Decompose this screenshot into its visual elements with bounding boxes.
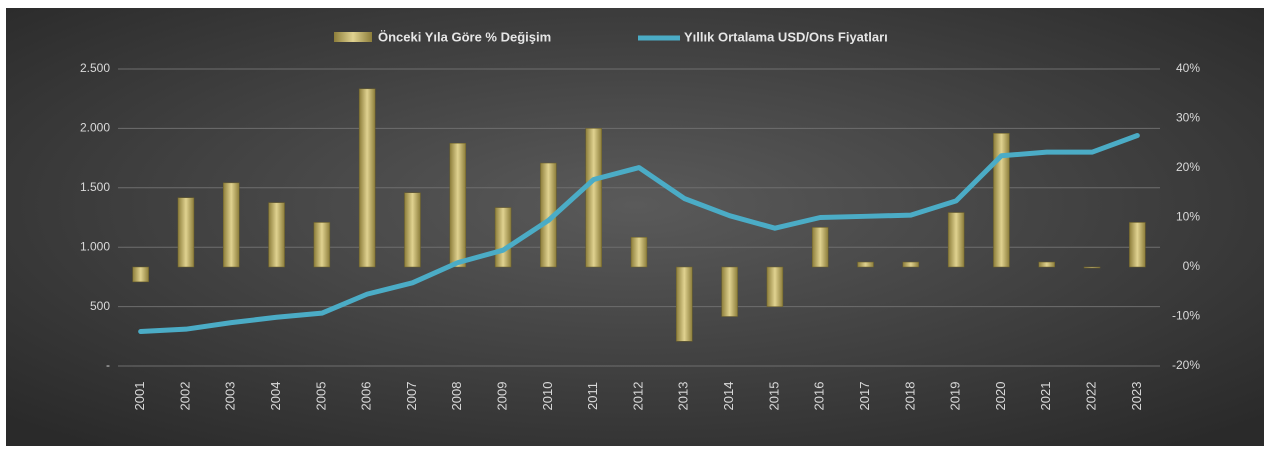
y-tick-label: 1.500 <box>80 180 110 194</box>
bar <box>132 266 149 283</box>
x-tick-label: 2015 <box>766 382 781 411</box>
bar <box>676 266 693 342</box>
bar <box>1038 261 1055 268</box>
y-tick-label: 1.000 <box>80 239 110 253</box>
y-tick-label: 500 <box>90 299 110 313</box>
x-tick-label: 2021 <box>1038 382 1053 411</box>
line <box>138 133 1140 335</box>
legend-label: Önceki Yıla Göre % Değişim <box>378 29 551 44</box>
x-tick-label: 2012 <box>630 382 645 411</box>
bar <box>857 261 874 268</box>
bar <box>630 237 648 268</box>
bar <box>449 143 467 268</box>
x-tick-label: 2009 <box>495 382 510 411</box>
bar <box>1129 222 1146 268</box>
x-tick-label: 2020 <box>993 382 1008 411</box>
x-tick-label: 2005 <box>313 382 328 411</box>
x-tick-label: 2011 <box>585 382 600 410</box>
bar <box>993 133 1010 268</box>
x-tick-label: 2017 <box>857 382 872 411</box>
x-tick-label: 2001 <box>132 382 147 411</box>
bar <box>223 182 240 268</box>
y-tick-label: 2.500 <box>80 61 110 75</box>
y2-tick-label: -10% <box>1172 309 1200 323</box>
x-tick-label: 2007 <box>404 382 419 411</box>
bar <box>585 128 602 268</box>
x-tick-label: 2014 <box>721 382 736 411</box>
bar <box>177 197 195 268</box>
y2-tick-label: 40% <box>1176 61 1200 75</box>
y-tick-label: - <box>106 358 110 372</box>
x-tick-label: 2013 <box>676 382 691 411</box>
x-tick-label: 2004 <box>268 382 283 411</box>
x-tick-label: 2003 <box>223 382 238 411</box>
y2-tick-label: 10% <box>1176 210 1200 224</box>
bar <box>494 207 512 268</box>
x-tick-label: 2006 <box>359 382 374 411</box>
bar <box>1083 266 1101 269</box>
x-tick-label: 2008 <box>449 382 464 411</box>
y2-tick-label: -20% <box>1172 358 1200 372</box>
x-tick-label: 2022 <box>1083 382 1098 411</box>
x-tick-label: 2016 <box>812 382 827 411</box>
bar <box>358 88 376 268</box>
background <box>6 8 1264 446</box>
bar <box>404 192 421 268</box>
y2-tick-label: 20% <box>1176 160 1200 174</box>
bar <box>721 266 738 317</box>
x-tick-label: 2002 <box>177 382 192 411</box>
bar <box>902 261 920 268</box>
x-tick-label: 2023 <box>1129 382 1144 411</box>
legend-label: Yıllık Ortalama USD/Ons Fiyatları <box>684 29 888 44</box>
y2-tick-label: 0% <box>1183 259 1201 273</box>
x-tick-label: 2010 <box>540 382 555 411</box>
x-tick-label: 2018 <box>902 382 917 411</box>
bar <box>313 222 331 268</box>
bar <box>811 227 829 268</box>
bar <box>947 212 965 268</box>
legend-swatch <box>334 32 372 42</box>
bar <box>766 266 784 307</box>
bar <box>268 202 285 268</box>
y-tick-label: 2.000 <box>80 121 110 135</box>
x-tick-label: 2019 <box>948 382 963 411</box>
y2-tick-label: 30% <box>1176 111 1200 125</box>
